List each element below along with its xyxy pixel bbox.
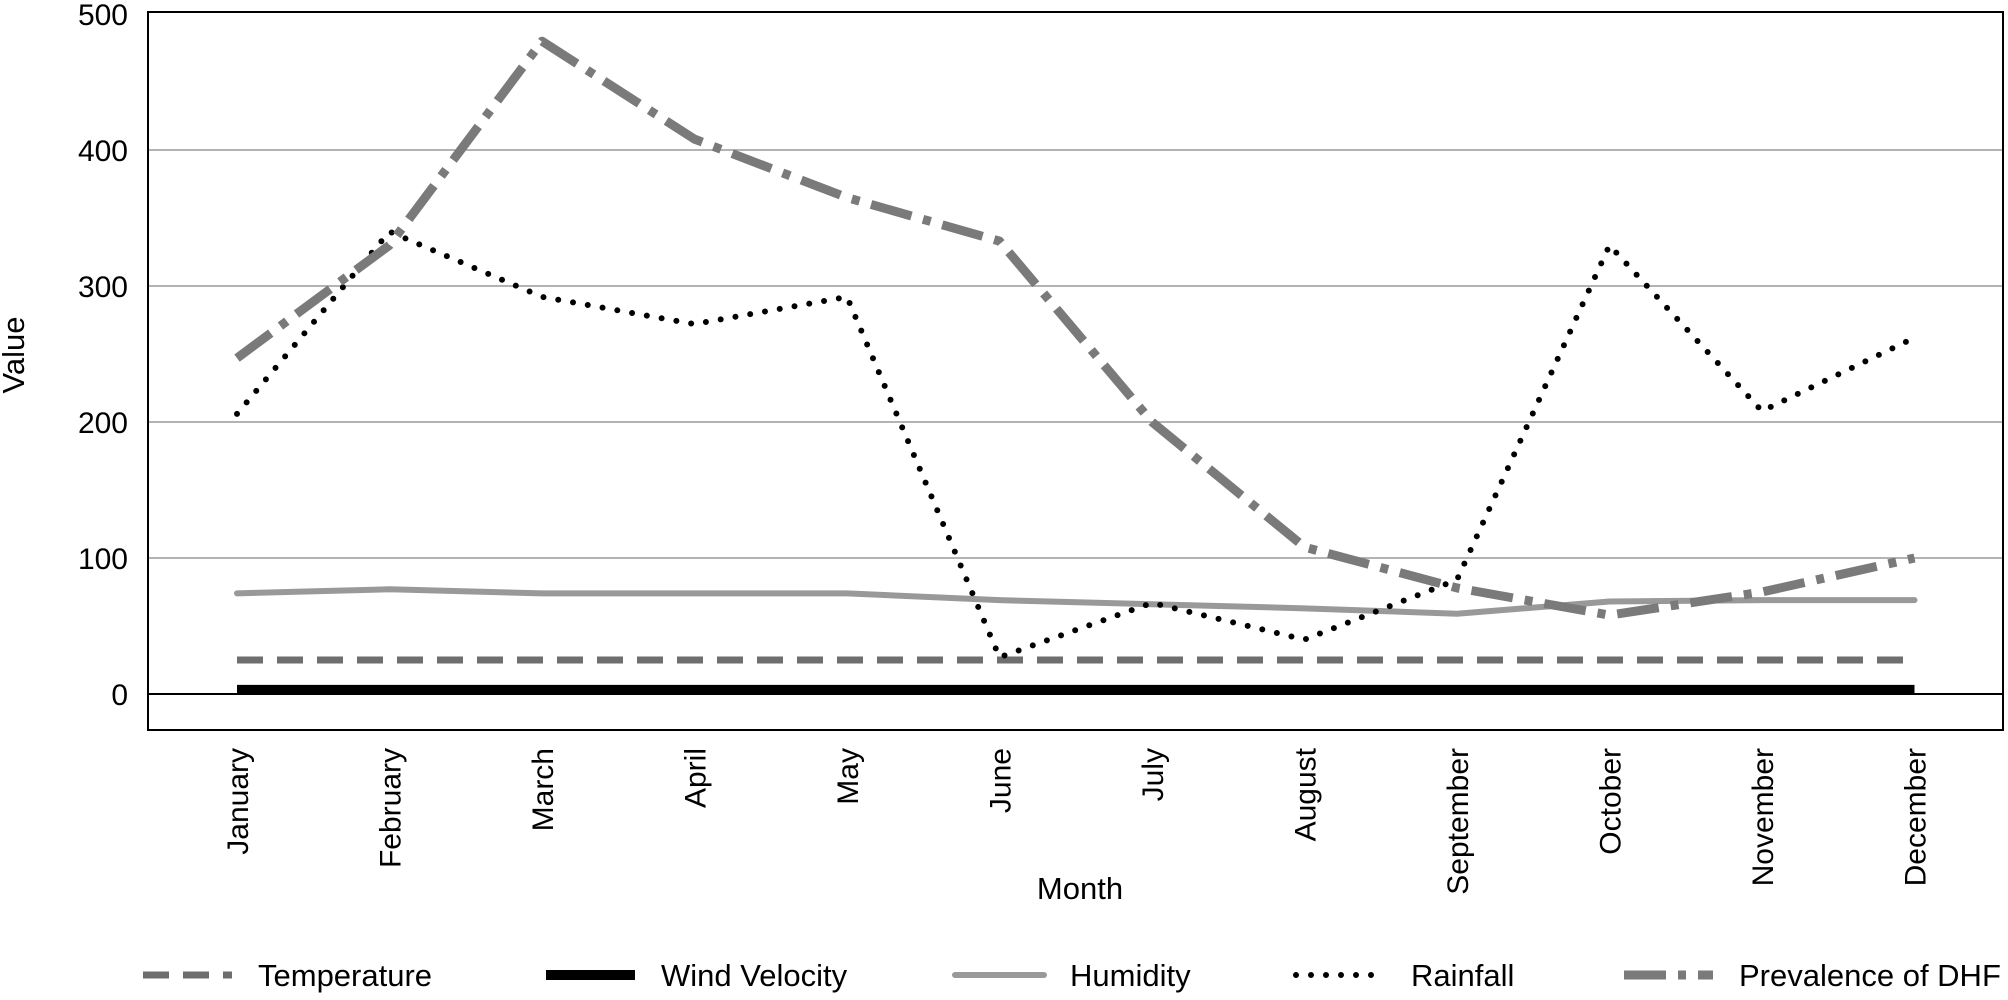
y-axis-ticks: 0 100 200 300 400 500 [78, 0, 128, 712]
x-tick-label: May [832, 748, 865, 805]
y-axis-title: Value [0, 317, 31, 394]
y-tick-label: 0 [111, 679, 128, 712]
x-tick-label: November [1747, 748, 1780, 886]
x-tick-label: April [680, 748, 713, 808]
x-tick-label: January [222, 748, 255, 855]
legend-label-temperature: Temperature [258, 958, 432, 993]
y-tick-label: 300 [78, 271, 128, 304]
legend-label-wind-velocity: Wind Velocity [661, 958, 848, 993]
gridlines [148, 149, 2003, 695]
x-tick-label: February [375, 748, 408, 868]
x-axis-title: Month [1037, 871, 1123, 906]
x-tick-label: September [1442, 748, 1475, 895]
x-axis-ticks: January February March April May June July Augu… [222, 747, 1933, 894]
legend-label-prevalence-of-dhf: Prevalence of DHF [1739, 958, 2001, 993]
series-lines [234, 36, 1918, 695]
plot-frame [147, 11, 2004, 731]
x-tick-label: October [1595, 748, 1628, 855]
x-tick-label: March [527, 748, 560, 831]
x-tick-label: August [1290, 747, 1323, 841]
legend-label-rainfall: Rainfall [1411, 958, 1514, 993]
legend-label-humidity: Humidity [1070, 958, 1191, 993]
x-tick-label: June [985, 748, 1018, 813]
y-tick-label: 400 [78, 135, 128, 168]
x-tick-label: July [1137, 748, 1170, 801]
y-tick-label: 200 [78, 407, 128, 440]
plot-area-border [147, 11, 2004, 731]
y-tick-label: 100 [78, 543, 128, 576]
legend: Temperature Wind Velocity Humidity Rainfall… [143, 958, 2001, 993]
series-line-rainfall [234, 228, 1918, 661]
y-tick-label: 500 [78, 0, 128, 32]
x-tick-label: December [1900, 748, 1933, 886]
series-line-prevalence-of-dhf [234, 36, 1916, 620]
series-line-humidity [234, 586, 1918, 617]
